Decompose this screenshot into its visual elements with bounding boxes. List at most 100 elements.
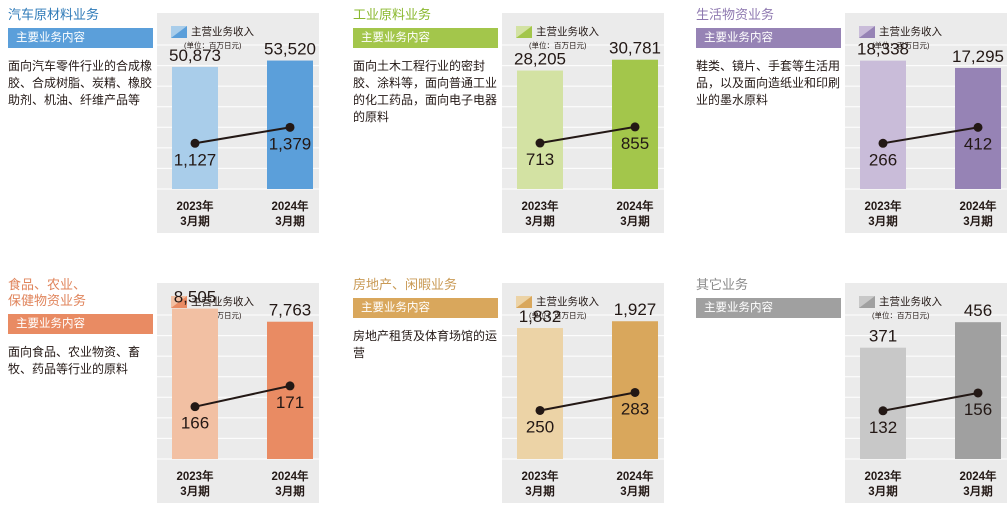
revenue-value-label: 7,763 [269,301,312,320]
segment-title: 房地产、闲暇业务 [353,277,458,292]
legend-unit: (单位：百万日元) [872,40,930,50]
profit-line [194,384,291,408]
segment-title: 工业原料业务 [353,7,432,22]
profit-value-label: 166 [181,414,209,433]
profit-point [285,381,295,391]
profit-line [194,126,291,145]
segment-chart: 主营业务收入(单位：百万日元)8,5057,7631661712023年3月期2… [157,283,319,503]
revenue-bar [172,308,218,459]
profit-value-label: 156 [964,400,992,419]
segment-description: 鞋类、镜片、手套等生活用品，以及面向造纸业和印刷业的墨水原料 [696,59,841,107]
business-content-badge: 主要业务内容 [696,298,841,318]
revenue-bar [860,347,906,459]
x-tick-label: 2023年 3月期 [176,199,214,228]
x-tick-label: 2023年 3月期 [521,199,559,228]
revenue-value-label: 18,338 [857,40,909,59]
x-tick-label: 2023年 3月期 [864,469,902,498]
profit-point [973,388,983,398]
x-tick-label: 2024年 3月期 [616,469,654,498]
profit-value-label: 412 [964,134,992,153]
revenue-value-label: 28,205 [514,50,566,69]
legend-swatch-accent [516,26,532,38]
profit-value-label: 171 [276,393,304,412]
profit-value-label: 266 [869,150,897,169]
business-content-badge: 主要业务内容 [353,28,498,48]
segment-chart: 主营业务收入 (单位：百万日元) 371 456 132 156 2023年 3月期 2024年… [845,283,1007,503]
profit-value-label: 283 [621,399,649,418]
profit-point [190,402,200,412]
legend-swatch-accent [171,296,187,308]
x-tick-label: 2023年 3月期 [521,469,559,498]
revenue-value-label: 17,295 [952,47,1004,66]
legend: 主营业务收入 (单位：百万日元) [516,295,599,320]
business-content-badge: 主要业务内容 [8,314,153,334]
profit-point [973,122,983,132]
legend-label: 主营业务收入 [536,295,599,308]
legend: 主营业务收入 (单位：百万日元) [171,25,254,50]
legend-label: 主营业务收入 [879,25,942,38]
legend-unit: (单位：百万日元) [529,310,587,320]
revenue-value-label: 30,781 [609,39,661,58]
revenue-bar [517,328,563,459]
profit-point [535,405,545,415]
profit-line [882,392,979,412]
revenue-value-label: 371 [869,327,897,346]
x-tick-label: 2024年 3月期 [271,469,309,498]
profit-line [539,391,636,412]
profit-point [535,138,545,148]
legend-unit: (单位：百万日元) [529,40,587,50]
x-tick-label: 2023年 3月期 [864,199,902,228]
segment-panel: 生活物资业务 主要业务内容 鞋类、镜片、手套等生活用品，以及面向造纸业和印刷业的墨水… [688,5,1008,235]
legend-label: 主营业务收入 [879,295,942,308]
legend-label: 主营业务收入 [191,25,254,38]
segment-title: 汽车原材料业务 [8,7,100,22]
legend-label: 主营业务收入 [191,295,254,308]
revenue-value-label: 1,927 [614,300,657,319]
segment-chart: 主营业务收入 (单位：百万日元)1,832 1,927 250 283 2023年 3月期 2… [502,283,664,503]
revenue-value-label: 1,832 [519,307,562,326]
profit-line [539,125,636,145]
legend-swatch-accent [171,26,187,38]
revenue-value-label: 53,520 [264,40,316,59]
segment-panel: 房地产、闲暇业务 主要业务内容 房地产租赁及体育场馆的运营 主营业务收入 (单位：百万日… [345,275,665,505]
segment-chart: 主营业务收入 (单位：百万日元)18,338 17,295 266 412 2023年 3月… [845,13,1007,233]
revenue-bar [172,66,218,189]
profit-value-label: 132 [869,418,897,437]
profit-value-label: 1,379 [269,134,312,153]
segment-panel: 食品、农业、 保健物资业务主要业务内容面向食品、农业物资、畜牧、药品等行业的原料… [0,275,320,505]
revenue-value-label: 8,505 [174,288,217,307]
legend-unit: (单位：百万日元) [872,310,930,320]
legend-label: 主营业务收入 [536,25,599,38]
legend-swatch-accent [859,26,875,38]
segment-description: 面向汽车零件行业的合成橡胶、合成树脂、炭精、橡胶助剂、机油、纤维产品等 [8,59,153,107]
business-content-badge: 主要业务内容 [696,28,841,48]
profit-line [882,126,979,145]
x-tick-label: 2024年 3月期 [616,199,654,228]
revenue-value-label: 50,873 [169,46,221,65]
segment-panel: 工业原料业务主要业务内容面向土木工程行业的密封胶、涂料等，面向普通工业的化工药品… [345,5,665,235]
legend-swatch-accent [859,296,875,308]
profit-value-label: 855 [621,134,649,153]
profit-point [285,122,295,132]
profit-point [630,122,640,132]
profit-point [190,138,200,148]
segment-description: 面向食品、农业物资、畜牧、药品等行业的原料 [8,345,141,376]
profit-point [878,138,888,148]
x-tick-label: 2024年 3月期 [959,199,997,228]
segment-title: 食品、农业、 保健物资业务 [8,277,87,308]
profit-value-label: 250 [526,417,554,436]
profit-point [630,387,640,397]
legend-swatch-accent [516,296,532,308]
profit-point [878,406,888,416]
revenue-bar [860,60,906,189]
segment-chart: 主营业务收入 (单位：百万日元)28,205 30,781 713 855 2023年 3月… [502,13,664,233]
revenue-bar [517,70,563,189]
revenue-value-label: 456 [964,301,992,320]
x-tick-label: 2024年 3月期 [959,469,997,498]
legend: 主营业务收入 (单位：百万日元) [859,25,942,50]
legend: 主营业务收入 (单位：百万日元) [859,295,942,320]
profit-value-label: 1,127 [174,150,217,169]
x-tick-label: 2024年 3月期 [271,199,309,228]
segment-description: 面向土木工程行业的密封胶、涂料等，面向普通工业的化工药品，面向电子电器的原料 [353,59,498,124]
profit-value-label: 713 [526,150,554,169]
